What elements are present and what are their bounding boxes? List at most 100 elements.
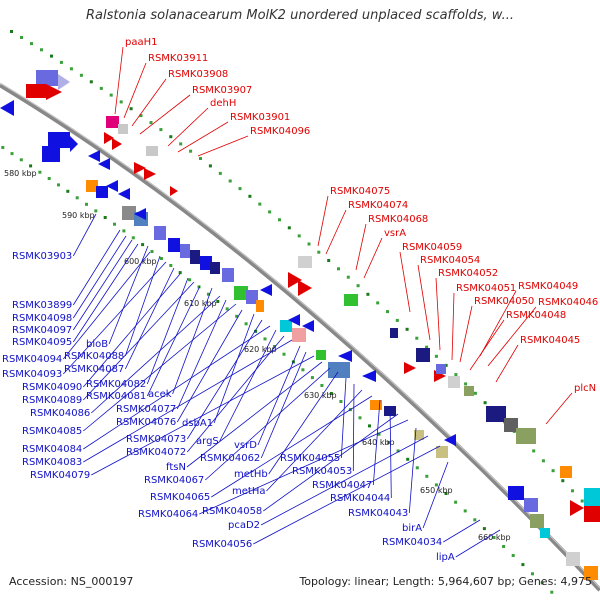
track-dot (199, 157, 202, 160)
gene-label[interactable]: RSMK04044 (330, 493, 390, 504)
track-dot (540, 581, 544, 585)
gene-label[interactable]: plcN (574, 383, 596, 394)
feature-block (200, 256, 212, 270)
gene-label[interactable]: RSMK04076 (116, 417, 176, 428)
leader-line (422, 461, 449, 529)
gene-label[interactable]: RSMK03901 (230, 112, 290, 123)
gene-label[interactable]: RSMK04059 (402, 242, 462, 253)
gene-label[interactable]: vsrA (384, 228, 406, 239)
track-dot (297, 234, 301, 238)
gene-label[interactable]: RSMK04054 (420, 255, 480, 266)
gene-label[interactable]: RSMK04094 (2, 354, 62, 365)
gene-label[interactable]: RSMK04081 (86, 391, 146, 402)
feature-arrow (134, 208, 146, 220)
gene-label[interactable]: RSMK04084 (22, 444, 82, 455)
track-dot (89, 80, 93, 84)
leader-line (545, 392, 573, 425)
gene-label[interactable]: RSMK04045 (520, 335, 580, 346)
leader-line (253, 445, 441, 545)
gene-label[interactable]: RSMK04053 (292, 466, 352, 477)
gene-label[interactable]: RSMK04043 (348, 508, 408, 519)
leader-line (340, 377, 347, 459)
feature-block (516, 428, 536, 444)
gene-label[interactable]: RSMK04083 (22, 457, 82, 468)
gene-label[interactable]: RSMK04046 (538, 297, 598, 308)
track-dot (320, 384, 324, 387)
gene-label[interactable]: RSMK04050 (474, 296, 534, 307)
gene-label[interactable]: dehH (210, 98, 236, 109)
track-dot (376, 301, 380, 305)
track-dot (113, 222, 116, 226)
gene-label[interactable]: pcaD2 (228, 520, 260, 531)
gene-label[interactable]: RSMK04097 (12, 325, 72, 336)
gene-label[interactable]: RSMK04075 (330, 186, 390, 197)
gene-label[interactable]: RSMK04093 (2, 369, 62, 380)
gene-label[interactable]: RSMK04096 (250, 126, 310, 137)
track-dot (405, 327, 409, 331)
leader-line (123, 62, 147, 119)
gene-label[interactable]: RSMK04067 (144, 475, 204, 486)
gene-label[interactable]: RSMK04051 (456, 283, 516, 294)
gene-label[interactable]: argS (196, 436, 219, 447)
gene-label[interactable]: birA (402, 523, 422, 534)
leader-line (172, 287, 213, 395)
track-dot (356, 284, 360, 288)
gene-label[interactable]: RSMK04079 (30, 470, 90, 481)
feature-block (486, 406, 506, 422)
gene-label[interactable]: RSMK04062 (200, 453, 260, 464)
gene-label[interactable]: RSMK04047 (312, 480, 372, 491)
gene-label[interactable]: RSMK04086 (30, 408, 90, 419)
gene-label[interactable]: RSMK04090 (22, 382, 82, 393)
gene-label[interactable]: RSMK03908 (168, 69, 228, 80)
gene-label[interactable]: paaH1 (125, 37, 158, 48)
feature-arrow (298, 280, 312, 296)
gene-label[interactable]: vsrD (234, 440, 257, 451)
gene-label[interactable]: RSMK03903 (12, 251, 72, 262)
gene-label[interactable]: RSMK04087 (64, 364, 124, 375)
gene-label[interactable]: RSMK03907 (192, 85, 252, 96)
leader-line (317, 195, 329, 247)
track-dot (396, 449, 400, 453)
gene-label[interactable]: RSMK04058 (202, 506, 262, 517)
gene-label[interactable]: RSMK04095 (12, 337, 72, 348)
gene-label[interactable]: RSMK04077 (116, 404, 176, 415)
gene-label[interactable]: RSMK04073 (126, 434, 186, 445)
gene-label[interactable]: RSMK04056 (192, 539, 252, 550)
gene-label[interactable]: dsbA1 (182, 418, 213, 429)
gene-label[interactable]: acek (148, 389, 172, 400)
leader-line (124, 255, 161, 357)
leader-line (213, 313, 255, 424)
track-dot (1, 146, 5, 149)
gene-label[interactable]: RSMK04055 (280, 453, 340, 464)
gene-label[interactable]: RSMK04098 (12, 313, 72, 324)
gene-label[interactable]: lipA (436, 552, 455, 563)
gene-label[interactable]: RSMK03911 (148, 53, 208, 64)
gene-label[interactable]: metHb (234, 469, 268, 480)
track-dot (131, 236, 135, 240)
gene-label[interactable]: RSMK04048 (506, 310, 566, 321)
feature-block (168, 238, 180, 252)
gene-label[interactable]: RSMK04074 (348, 200, 408, 211)
gene-label[interactable]: RSMK04034 (382, 537, 442, 548)
gene-label[interactable]: RSMK04068 (368, 214, 428, 225)
feature-block (436, 364, 446, 374)
gene-label[interactable]: ftsN (166, 462, 186, 473)
gene-label[interactable]: metHa (232, 486, 265, 497)
track-dot (395, 318, 399, 322)
gene-label[interactable]: RSMK04064 (138, 509, 198, 520)
gene-label[interactable]: RSMK04089 (22, 395, 82, 406)
gene-label[interactable]: RSMK04088 (64, 351, 124, 362)
gene-label[interactable]: RSMK04049 (518, 281, 578, 292)
track-dot (29, 164, 33, 168)
gene-label[interactable]: RSMK03899 (12, 300, 72, 311)
gene-label[interactable]: RSMK04082 (86, 379, 146, 390)
leader-line (487, 306, 537, 367)
gene-label[interactable]: bioB (86, 339, 108, 350)
gene-label[interactable]: RSMK04072 (126, 447, 186, 458)
gene-label[interactable]: RSMK04065 (150, 492, 210, 503)
track-dot (254, 329, 258, 333)
gene-label[interactable]: RSMK04085 (22, 426, 82, 437)
gene-label[interactable]: RSMK04052 (438, 268, 498, 279)
track-dot (10, 30, 13, 33)
